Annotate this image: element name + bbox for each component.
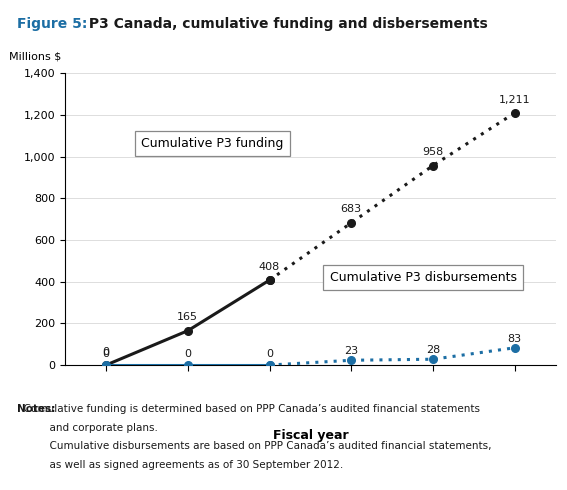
Text: P3 Canada, cumulative funding and disbersements: P3 Canada, cumulative funding and disber…	[84, 17, 488, 31]
Text: Fiscal year: Fiscal year	[273, 429, 348, 442]
Text: 0: 0	[184, 349, 191, 359]
Text: Cumulative P3 funding: Cumulative P3 funding	[141, 137, 284, 150]
Text: Millions $: Millions $	[9, 52, 61, 62]
Text: Notes:: Notes:	[17, 404, 56, 414]
Text: 1,211: 1,211	[499, 95, 531, 104]
Text: and corporate plans.: and corporate plans.	[17, 423, 158, 433]
Text: 165: 165	[177, 312, 198, 322]
Text: 28: 28	[426, 345, 440, 355]
Text: 23: 23	[344, 346, 358, 356]
Text: 408: 408	[259, 262, 280, 272]
Text: 0: 0	[103, 347, 109, 357]
Text: 0: 0	[266, 349, 273, 359]
Text: as well as signed agreements as of 30 September 2012.: as well as signed agreements as of 30 Se…	[17, 460, 343, 470]
Text: Figure 5:: Figure 5:	[17, 17, 87, 31]
Text: 958: 958	[422, 147, 443, 157]
Text: 83: 83	[507, 334, 522, 343]
Text: Cumulative funding is determined based on PPP Canada’s audited financial stateme: Cumulative funding is determined based o…	[17, 404, 480, 414]
Text: 683: 683	[341, 204, 362, 215]
Text: Cumulative disbursements are based on PPP Canada’s audited financial statements,: Cumulative disbursements are based on PP…	[17, 441, 492, 451]
Text: 0: 0	[103, 349, 109, 359]
Text: Cumulative P3 disbursements: Cumulative P3 disbursements	[330, 271, 517, 284]
